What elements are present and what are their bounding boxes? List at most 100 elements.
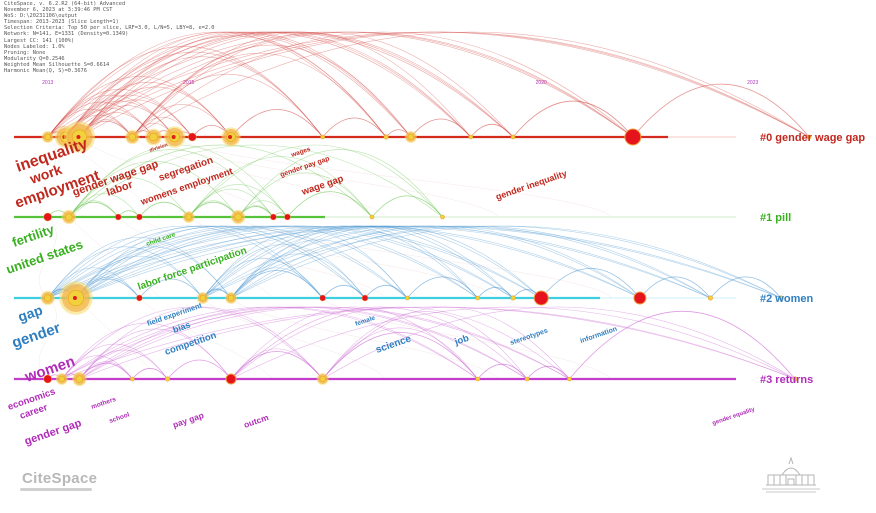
keyword-node[interactable]: [510, 134, 516, 140]
keyword-node[interactable]: [806, 134, 812, 140]
burst-node[interactable]: [114, 213, 122, 221]
burst-node[interactable]: [136, 213, 143, 221]
keyword-node[interactable]: [778, 295, 784, 301]
citation-arc: [65, 31, 471, 138]
burst-node[interactable]: [284, 213, 291, 221]
citation-arc: [526, 365, 570, 380]
keyword-node[interactable]: [75, 375, 84, 383]
burst-node[interactable]: [43, 212, 52, 222]
keyword-label: gender gap: [23, 417, 83, 448]
citation-arc: [477, 363, 528, 380]
cross-cluster-link: [322, 297, 612, 380]
citation-arc: [202, 225, 641, 299]
keyword-node[interactable]: [199, 294, 206, 302]
keyword-node[interactable]: [440, 214, 445, 220]
citation-arc: [364, 284, 408, 299]
keyword-label: science: [374, 333, 413, 355]
burst-node[interactable]: [136, 294, 143, 302]
cluster-labels: #0 gender wage gap #1 pill #2 women #3 retu…: [760, 132, 865, 386]
summary-line: Largest CC: 141 (100%): [4, 37, 75, 44]
burst-node[interactable]: [319, 294, 326, 302]
citation-arc: [47, 225, 782, 299]
keyword-node[interactable]: [58, 375, 65, 383]
keyword-node[interactable]: [407, 133, 414, 141]
keyword-node[interactable]: [44, 294, 52, 302]
summary-line: Timespan: 2013-2023 (Slice Length=1): [4, 19, 119, 26]
citation-arc: [75, 255, 204, 299]
citation-arc: [47, 31, 387, 138]
citation-arc: [132, 116, 193, 138]
keyword-node[interactable]: [475, 295, 481, 301]
citation-arc: [79, 349, 168, 380]
citation-arc: [68, 144, 443, 218]
citation-arc: [47, 225, 323, 299]
keyword-node[interactable]: [165, 376, 171, 382]
cluster-label: #3 returns: [760, 374, 813, 386]
citation-arc: [132, 104, 232, 138]
citation-arc: [61, 322, 232, 380]
burst-node[interactable]: [188, 132, 197, 142]
citation-arc: [47, 31, 634, 138]
cross-cluster-link: [230, 297, 500, 380]
keyword-node[interactable]: [128, 133, 136, 141]
keyword-node[interactable]: [227, 294, 235, 302]
keyword-node[interactable]: [130, 376, 135, 382]
keyword-node[interactable]: [319, 375, 326, 383]
keyword-node[interactable]: [404, 295, 410, 301]
citation-arc: [230, 109, 323, 138]
citation-arc: [132, 31, 634, 138]
citation-arc: [61, 306, 478, 380]
citation-arc: [188, 144, 443, 218]
citation-arc: [75, 225, 408, 299]
citation-arc: [540, 267, 641, 299]
citation-arc: [477, 287, 514, 299]
citation-arc: [202, 230, 408, 299]
keyword-node[interactable]: [475, 376, 481, 382]
burst-node[interactable]: [533, 290, 549, 306]
keyword-node[interactable]: [149, 132, 158, 142]
citation-arc: [68, 201, 119, 218]
burst-node[interactable]: [270, 213, 277, 221]
citation-arc: [75, 225, 478, 299]
keyword-node[interactable]: [468, 134, 474, 140]
citation-arc: [47, 225, 514, 299]
keyword-node[interactable]: [524, 376, 530, 382]
keyword-label: school: [108, 411, 130, 425]
citation-arc: [230, 306, 570, 380]
keyword-label: gender equality: [712, 407, 757, 427]
keyword-node[interactable]: [707, 295, 713, 301]
keyword-node[interactable]: [320, 134, 325, 140]
burst-node[interactable]: [43, 374, 52, 384]
citation-arcs: [38, 31, 810, 380]
keyword-node[interactable]: [510, 295, 516, 301]
citation-arc: [230, 225, 711, 299]
burst-node[interactable]: [624, 128, 642, 146]
keyword-node[interactable]: [44, 133, 51, 141]
keyword-label: stereotypes: [509, 327, 549, 346]
keyword-node[interactable]: [792, 376, 798, 382]
citation-arc: [47, 225, 408, 299]
burst-node[interactable]: [361, 294, 369, 302]
burst-node[interactable]: [225, 373, 237, 385]
keyword-node[interactable]: [65, 213, 73, 221]
citation-arc: [230, 225, 782, 299]
cross-cluster-link: [153, 136, 500, 218]
citation-arc: [237, 200, 288, 218]
keyword-node[interactable]: [567, 376, 572, 382]
citation-arc: [710, 276, 782, 299]
keyword-node[interactable]: [383, 134, 389, 140]
burst-node[interactable]: [633, 291, 647, 305]
citation-arc: [65, 82, 232, 138]
citation-arc: [79, 306, 796, 380]
citation-arc: [406, 276, 479, 299]
keyword-node[interactable]: [369, 214, 375, 220]
keyword-node[interactable]: [234, 213, 242, 221]
citation-arc: [65, 31, 514, 138]
citation-arc: [68, 160, 239, 218]
keyword-node[interactable]: [185, 213, 192, 221]
citation-arc: [139, 278, 204, 299]
summary-line: CiteSpace, v. 6.2.R2 (64-bit) Advanced: [4, 1, 126, 7]
citation-arc: [79, 306, 528, 380]
summary-line: Pruning: None: [4, 49, 46, 56]
citation-arc: [188, 184, 288, 218]
